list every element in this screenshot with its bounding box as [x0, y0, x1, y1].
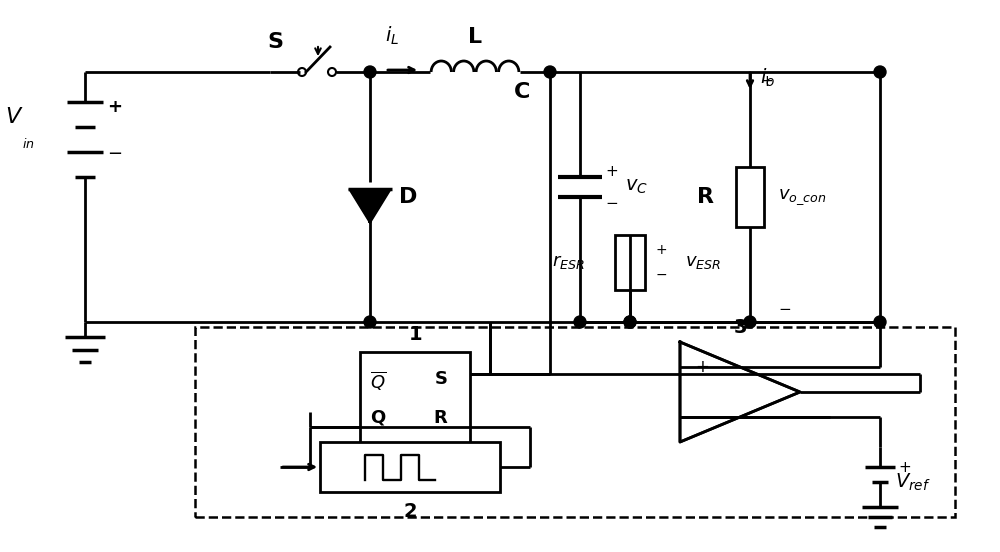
Text: $\mathbf{3}$: $\mathbf{3}$: [733, 318, 747, 337]
FancyBboxPatch shape: [736, 167, 764, 227]
Text: $-$: $-$: [778, 300, 791, 315]
Text: $v_C$: $v_C$: [625, 178, 648, 197]
Text: $\mathbf{D}$: $\mathbf{D}$: [398, 187, 417, 207]
Text: $v_{o\_con}$: $v_{o\_con}$: [778, 187, 826, 206]
Text: $+$: $+$: [695, 358, 709, 376]
Text: $\mathbf{Q}$: $\mathbf{Q}$: [370, 408, 386, 427]
Text: $+$: $+$: [655, 243, 667, 257]
Text: $-$: $-$: [107, 143, 122, 161]
Text: $\mathbf{S}$: $\mathbf{S}$: [267, 32, 283, 52]
Text: $\mathbf{R}$: $\mathbf{R}$: [433, 409, 448, 427]
Polygon shape: [350, 189, 390, 222]
Text: $V_{ref}$: $V_{ref}$: [895, 471, 931, 492]
Text: $\overline{Q}$: $\overline{Q}$: [370, 370, 386, 393]
FancyBboxPatch shape: [615, 235, 645, 289]
Circle shape: [544, 66, 556, 78]
Circle shape: [874, 66, 886, 78]
Circle shape: [624, 316, 636, 328]
FancyBboxPatch shape: [320, 442, 500, 492]
Text: $+$: $+$: [760, 75, 773, 89]
Text: $\mathbf{R}$: $\mathbf{R}$: [696, 187, 715, 207]
Circle shape: [364, 66, 376, 78]
Circle shape: [364, 316, 376, 328]
Text: $i_L$: $i_L$: [385, 25, 399, 47]
Circle shape: [874, 316, 886, 328]
Circle shape: [624, 316, 636, 328]
Text: $-$: $-$: [605, 194, 618, 210]
Text: $\mathbf{2}$: $\mathbf{2}$: [403, 502, 417, 521]
Text: $\mathbf{1}$: $\mathbf{1}$: [408, 325, 422, 344]
Text: $+$: $+$: [605, 164, 618, 179]
Text: +: +: [107, 98, 122, 116]
Text: $\mathbf{S}$: $\mathbf{S}$: [434, 370, 448, 388]
Text: $-$: $-$: [655, 267, 667, 281]
Text: $_{in}$: $_{in}$: [22, 133, 35, 151]
Circle shape: [574, 316, 586, 328]
Text: $\mathbf{L}$: $\mathbf{L}$: [467, 27, 483, 47]
Text: $\mathbf{C}$: $\mathbf{C}$: [513, 82, 530, 102]
FancyBboxPatch shape: [360, 352, 470, 452]
Text: $V$: $V$: [5, 107, 24, 127]
Circle shape: [744, 316, 756, 328]
Text: $+$: $+$: [898, 459, 911, 475]
Text: $v_{ESR}$: $v_{ESR}$: [685, 253, 721, 271]
Text: $r_{ESR}$: $r_{ESR}$: [552, 253, 585, 271]
Polygon shape: [680, 342, 800, 442]
Text: $i_o$: $i_o$: [760, 67, 775, 89]
